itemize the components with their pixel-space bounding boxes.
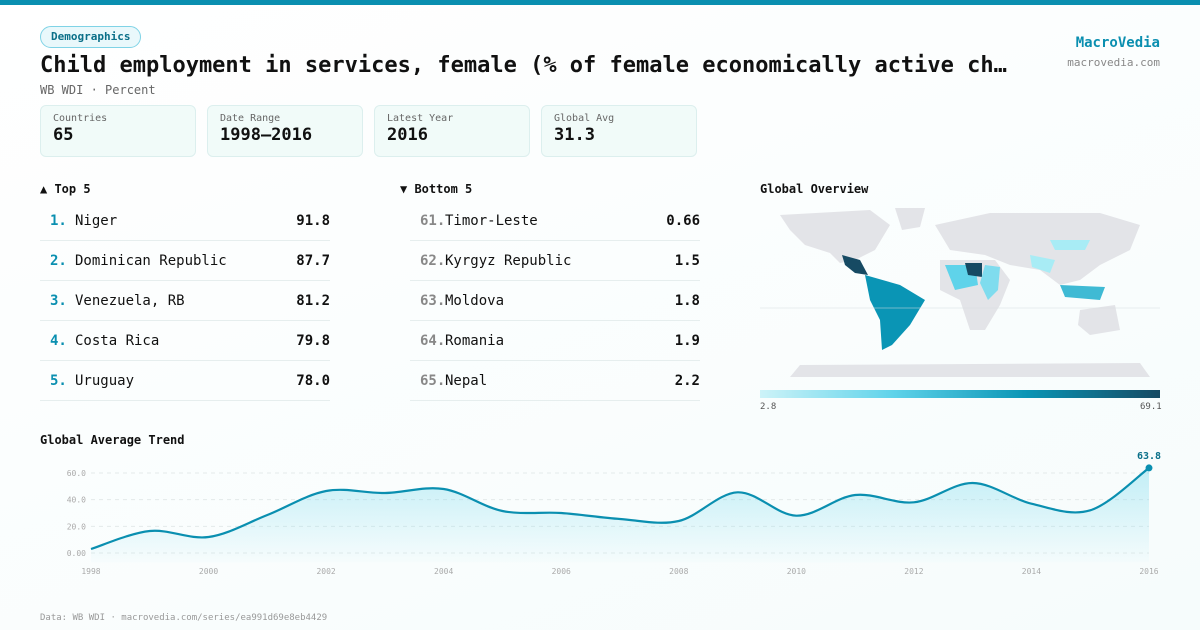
map-north-america: [780, 210, 890, 263]
country-name: Niger: [75, 213, 118, 229]
top5-heading: ▲ Top 5: [40, 182, 91, 196]
stat-value: 2016: [387, 125, 428, 145]
country-name: Dominican Republic: [75, 253, 227, 269]
rank: 61.: [420, 213, 446, 229]
stat-label: Date Range: [220, 113, 281, 124]
bottom-list-item[interactable]: 64. Romania 1.9: [410, 321, 700, 361]
country-name: Venezuela, RB: [75, 293, 185, 309]
rank: 4.: [50, 333, 67, 349]
country-value: 91.8: [296, 213, 330, 229]
rank: 3.: [50, 293, 67, 309]
rank: 65.: [420, 373, 446, 389]
country-name: Costa Rica: [75, 333, 160, 349]
x-tick-label: 2014: [1022, 567, 1041, 576]
x-tick-label: 2004: [434, 567, 453, 576]
brand-url[interactable]: macrovedia.com: [1067, 56, 1160, 69]
map-se-asia: [1060, 285, 1105, 300]
y-tick-label: 60.0: [67, 469, 86, 478]
x-tick-label: 2012: [904, 567, 923, 576]
stat-label: Global Avg: [554, 113, 615, 124]
map-niger: [965, 263, 982, 277]
data-point: [1145, 464, 1153, 472]
x-tick-label: 2008: [669, 567, 688, 576]
x-tick-label: 2000: [199, 567, 218, 576]
y-tick-label: 20.0: [67, 522, 86, 531]
top-accent-bar: [0, 0, 1200, 5]
stat-label: Countries: [53, 113, 108, 124]
brand-logo[interactable]: MacroVedia: [1075, 35, 1160, 51]
top-list-item[interactable]: 1. Niger 91.8: [40, 201, 330, 241]
country-value: 78.0: [296, 373, 330, 389]
map-eurasia: [935, 213, 1140, 285]
map-heading: Global Overview: [760, 182, 869, 196]
country-value: 87.7: [296, 253, 330, 269]
bottom-list-item[interactable]: 62. Kyrgyz Republic 1.5: [410, 241, 700, 281]
country-value: 2.2: [674, 373, 700, 389]
rank: 2.: [50, 253, 67, 269]
x-tick-label: 2002: [316, 567, 335, 576]
country-value: 81.2: [296, 293, 330, 309]
stat-value: 31.3: [554, 125, 595, 145]
map-greenland: [895, 208, 925, 230]
top-list-item[interactable]: 2. Dominican Republic 87.7: [40, 241, 330, 281]
bottom-list-item[interactable]: 65. Nepal 2.2: [410, 361, 700, 401]
footer-source: Data: WB WDI · macrovedia.com/series/ea9…: [40, 613, 328, 623]
map-central-america: [842, 255, 868, 275]
rank: 64.: [420, 333, 446, 349]
bottom-list-item[interactable]: 61. Timor-Leste 0.66: [410, 201, 700, 241]
rank: 63.: [420, 293, 446, 309]
trend-line: [90, 467, 1150, 551]
x-tick-label: 1998: [81, 567, 100, 576]
category-badge[interactable]: Demographics: [40, 26, 142, 48]
top-list-item[interactable]: 3. Venezuela, RB 81.2: [40, 281, 330, 321]
country-name: Moldova: [445, 293, 505, 309]
stat-value: 1998–2016: [220, 125, 313, 145]
country-name: Timor-Leste: [445, 213, 538, 229]
stat-countries: Countries 65: [40, 105, 196, 157]
rank: 1.: [50, 213, 67, 229]
country-name: Nepal: [445, 373, 488, 389]
world-map: [760, 208, 1160, 377]
page-title: Child employment in services, female (% …: [40, 53, 1007, 78]
country-value: 1.8: [674, 293, 700, 309]
bottom-list-item[interactable]: 63. Moldova 1.8: [410, 281, 700, 321]
country-value: 79.8: [296, 333, 330, 349]
country-value: 1.9: [674, 333, 700, 349]
map-color-scale: [760, 390, 1160, 398]
stat-value: 65: [53, 125, 74, 145]
last-value-label: 63.8: [1137, 451, 1161, 462]
map-south-america: [865, 275, 925, 350]
stat-label: Latest Year: [387, 113, 454, 124]
country-value: 0.66: [666, 213, 700, 229]
page-subtitle: WB WDI · Percent: [40, 83, 156, 97]
map-australia: [1078, 305, 1120, 335]
rank: 5.: [50, 373, 67, 389]
trend-heading: Global Average Trend: [40, 433, 185, 447]
stat-latest-year: Latest Year 2016: [374, 105, 530, 157]
stat-date-range: Date Range 1998–2016: [207, 105, 363, 157]
trend-area: [91, 467, 1149, 563]
country-name: Romania: [445, 333, 505, 349]
map-asia-other: [1030, 255, 1055, 273]
legend-max: 69.1: [1140, 402, 1162, 412]
bottom5-heading: ▼ Bottom 5: [400, 182, 473, 196]
map-east-africa: [980, 265, 1000, 300]
x-tick-label: 2016: [1139, 567, 1158, 576]
y-tick-label: 40.0: [67, 496, 86, 505]
trend-chart: 0.00 20.0 40.0 60.0 1998 2000 2002 2004 2006 2008…: [67, 451, 1161, 576]
country-value: 1.5: [674, 253, 700, 269]
rank: 62.: [420, 253, 446, 269]
y-tick-label: 0.00: [67, 549, 86, 558]
x-tick-label: 2010: [787, 567, 806, 576]
country-name: Kyrgyz Republic: [445, 253, 572, 269]
top-list-item[interactable]: 4. Costa Rica 79.8: [40, 321, 330, 361]
map-mongolia: [1050, 240, 1090, 250]
top-list-item[interactable]: 5. Uruguay 78.0: [40, 361, 330, 401]
map-antarctica: [790, 363, 1150, 377]
x-tick-label: 2006: [552, 567, 571, 576]
legend-min: 2.8: [760, 402, 777, 412]
stat-global-avg: Global Avg 31.3: [541, 105, 697, 157]
country-name: Uruguay: [75, 373, 135, 389]
